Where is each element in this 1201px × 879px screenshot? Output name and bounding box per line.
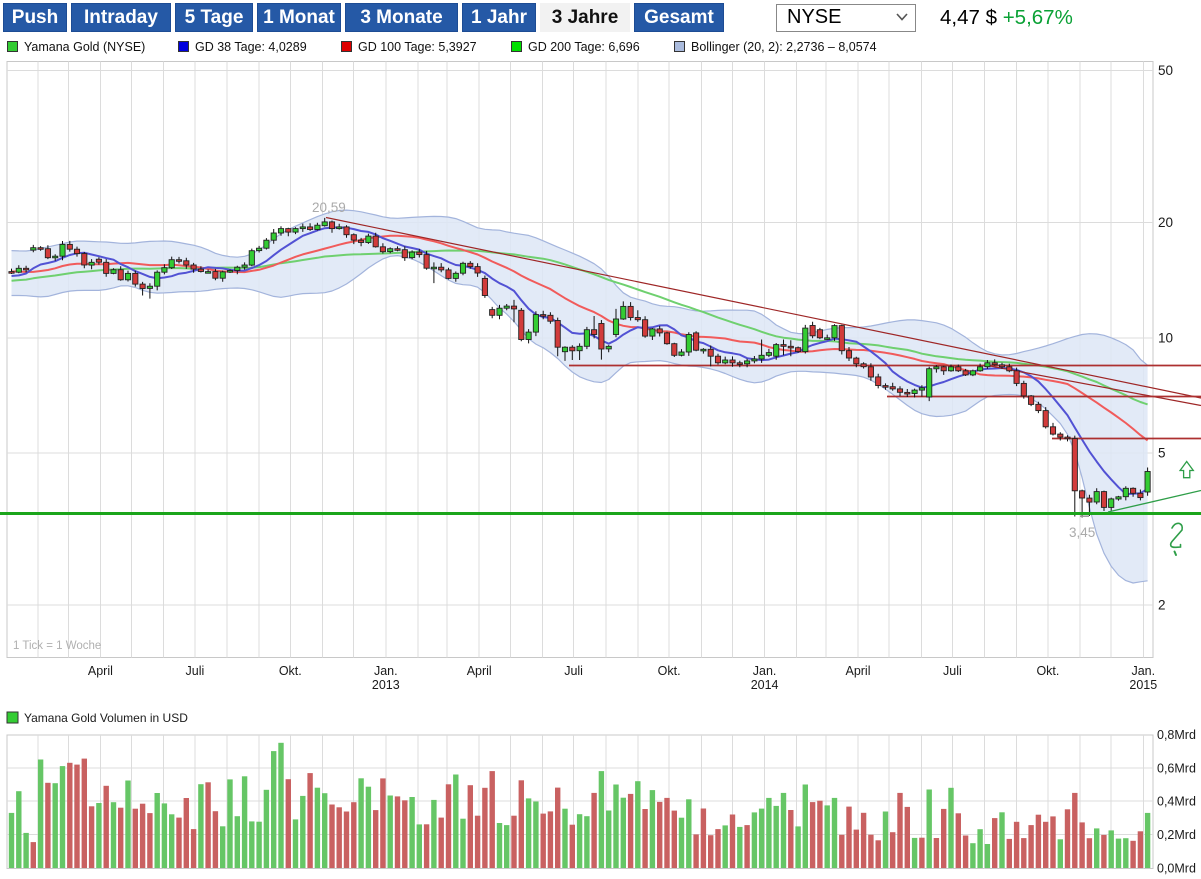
svg-text:Okt.: Okt. [658,664,681,678]
svg-text:Okt.: Okt. [1036,664,1059,678]
svg-text:2: 2 [1158,598,1166,613]
svg-text:1 Tick = 1 Woche: 1 Tick = 1 Woche [13,640,101,652]
svg-text:50: 50 [1158,63,1173,78]
svg-text:Juli: Juli [564,664,583,678]
svg-text:Jan.: Jan. [374,664,398,678]
svg-text:Jan.: Jan. [1131,664,1155,678]
svg-text:April: April [467,664,492,678]
svg-text:5: 5 [1158,445,1166,460]
svg-text:2015: 2015 [1129,678,1157,692]
svg-text:Jan.: Jan. [753,664,777,678]
svg-text:2014: 2014 [751,678,779,692]
svg-text:2013: 2013 [372,678,400,692]
svg-text:0,6Mrd: 0,6Mrd [1157,761,1196,775]
svg-text:April: April [845,664,870,678]
svg-text:April: April [88,664,113,678]
svg-text:Juli: Juli [186,664,205,678]
svg-text:0,8Mrd: 0,8Mrd [1157,728,1196,742]
svg-text:Juli: Juli [943,664,962,678]
svg-text:Yamana Gold Volumen in USD: Yamana Gold Volumen in USD [24,711,188,725]
svg-text:0,2Mrd: 0,2Mrd [1157,828,1196,842]
svg-text:3,45: 3,45 [1069,525,1095,540]
svg-text:Okt.: Okt. [279,664,302,678]
svg-text:20,59: 20,59 [312,200,346,215]
svg-text:10: 10 [1158,330,1173,345]
svg-text:0,4Mrd: 0,4Mrd [1157,795,1196,809]
svg-text:0,0Mrd: 0,0Mrd [1157,862,1196,876]
svg-text:20: 20 [1158,215,1173,230]
